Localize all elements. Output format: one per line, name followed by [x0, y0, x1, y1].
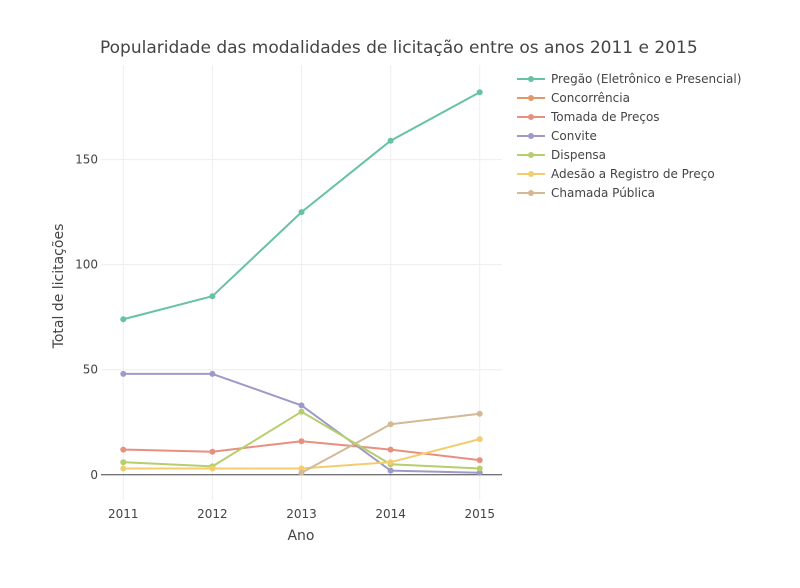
- legend-label: Concorrência: [551, 91, 630, 105]
- legend-item[interactable]: Adesão a Registro de Preço: [517, 167, 715, 181]
- grid: [101, 65, 502, 500]
- data-point: [120, 446, 127, 453]
- legend-item[interactable]: Convite: [517, 129, 597, 143]
- data-point: [209, 465, 216, 472]
- legend-swatch-marker: [528, 76, 534, 82]
- legend-swatch-marker: [528, 133, 534, 139]
- y-tick-label: 100: [75, 258, 98, 272]
- y-tick-label: 50: [83, 363, 98, 377]
- data-point: [476, 465, 483, 472]
- legend-swatch-marker: [528, 171, 534, 177]
- data-point: [476, 457, 483, 464]
- x-tick-label: 2011: [108, 507, 139, 521]
- legend-item[interactable]: Tomada de Preços: [517, 110, 660, 124]
- x-axis-title: Ano: [287, 528, 314, 544]
- data-point: [120, 370, 127, 377]
- data-point: [209, 293, 216, 300]
- legend-swatch-marker: [528, 95, 534, 101]
- legend: Pregão (Eletrônico e Presencial) Concorrê…: [517, 72, 741, 200]
- legend-item[interactable]: Dispensa: [517, 148, 606, 162]
- data-point: [476, 410, 483, 417]
- data-point: [120, 316, 127, 323]
- x-tick-label: 2014: [375, 507, 406, 521]
- data-point: [476, 436, 483, 443]
- data-point: [298, 209, 305, 216]
- x-tick-label: 2012: [197, 507, 228, 521]
- data-point: [209, 370, 216, 377]
- x-tick-label: 2013: [286, 507, 317, 521]
- data-point: [476, 89, 483, 96]
- data-point: [298, 438, 305, 445]
- legend-label: Dispensa: [551, 148, 606, 162]
- legend-item[interactable]: Concorrência: [517, 91, 630, 105]
- legend-swatch-marker: [528, 190, 534, 196]
- data-point: [387, 421, 394, 428]
- legend-item[interactable]: Chamada Pública: [517, 186, 655, 200]
- data-point: [120, 465, 127, 472]
- chart-title: Popularidade das modalidades de licitaçã…: [100, 38, 698, 58]
- legend-item[interactable]: Pregão (Eletrônico e Presencial): [517, 72, 741, 86]
- axes: 2011 2012 2013 2014 2015 0 50 100 150: [75, 153, 495, 521]
- data-point: [298, 402, 305, 409]
- legend-label: Convite: [551, 129, 597, 143]
- y-axis-title: Total de licitações: [51, 224, 67, 350]
- legend-label: Chamada Pública: [551, 186, 655, 200]
- data-point: [298, 465, 305, 472]
- series-lines: [120, 89, 483, 476]
- data-point: [476, 469, 483, 476]
- legend-label: Pregão (Eletrônico e Presencial): [551, 72, 741, 86]
- data-point: [387, 137, 394, 144]
- legend-swatch-marker: [528, 114, 534, 120]
- y-tick-label: 150: [75, 153, 98, 167]
- data-point: [387, 446, 394, 453]
- data-point: [120, 459, 127, 466]
- y-tick-label: 0: [90, 468, 98, 482]
- data-point: [209, 448, 216, 455]
- legend-swatch-marker: [528, 152, 534, 158]
- data-point: [298, 408, 305, 415]
- x-tick-label: 2015: [464, 507, 495, 521]
- data-point: [387, 459, 394, 466]
- legend-label: Adesão a Registro de Preço: [551, 167, 715, 181]
- legend-label: Tomada de Preços: [550, 110, 660, 124]
- data-point: [298, 469, 305, 476]
- data-point: [387, 467, 394, 474]
